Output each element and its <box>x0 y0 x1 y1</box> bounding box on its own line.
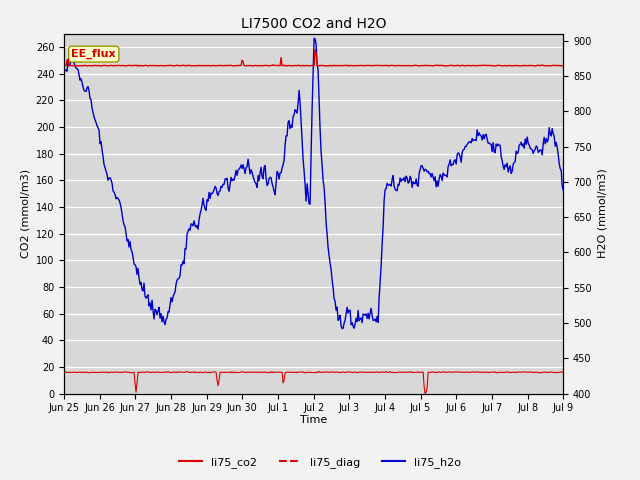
Y-axis label: H2O (mmol/m3): H2O (mmol/m3) <box>597 169 607 258</box>
Y-axis label: CO2 (mmol/m3): CO2 (mmol/m3) <box>20 169 30 258</box>
Title: LI7500 CO2 and H2O: LI7500 CO2 and H2O <box>241 17 387 31</box>
Legend: li75_co2, li75_diag, li75_h2o: li75_co2, li75_diag, li75_h2o <box>175 452 465 472</box>
Text: EE_flux: EE_flux <box>72 49 116 59</box>
X-axis label: Time: Time <box>300 415 327 425</box>
